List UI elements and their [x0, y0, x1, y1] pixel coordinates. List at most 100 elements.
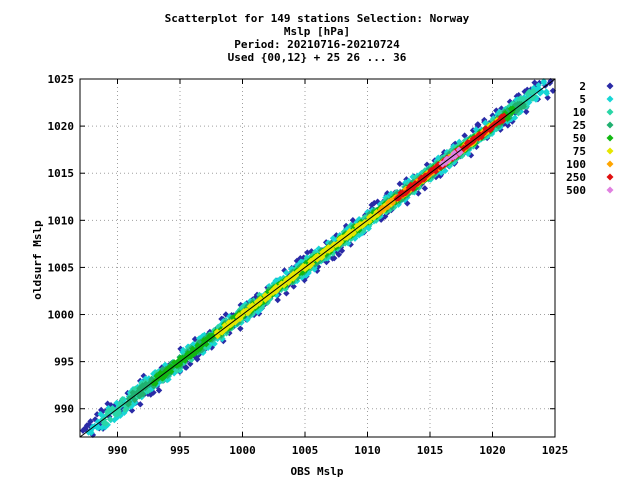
data-point-5: [511, 114, 519, 121]
data-point-2: [208, 344, 215, 351]
data-point-5: [387, 190, 395, 197]
data-point-25: [514, 100, 522, 108]
data-point-10: [174, 367, 181, 374]
data-point-25: [141, 383, 148, 390]
title-line-2: Mslp [hPa]: [284, 25, 350, 38]
data-point-10: [515, 110, 522, 117]
legend-label: 2: [579, 80, 586, 93]
x-tick-label: 1010: [354, 444, 381, 457]
y-tick-label: 1020: [48, 120, 75, 133]
data-point-5: [535, 82, 542, 89]
legend-marker: [606, 186, 614, 194]
axis-ticks: 990 995 1000 1005 1010 1015 1020 1025 990 995 1000…: [48, 73, 569, 457]
data-point-75: [292, 272, 300, 279]
data-point-5: [517, 108, 524, 116]
x-tick-label: 990: [108, 444, 128, 457]
y-tick-label: 1005: [48, 261, 75, 274]
data-point-10: [236, 306, 244, 313]
data-point-50: [507, 105, 515, 112]
x-tick-label: 1020: [479, 444, 506, 457]
data-point-10: [106, 416, 114, 423]
data-point-2: [475, 121, 482, 128]
data-point-5: [95, 423, 102, 431]
data-point-75: [344, 230, 351, 237]
data-point-2: [283, 290, 290, 297]
y-tick-label: 995: [54, 356, 74, 369]
data-point-75: [256, 296, 263, 303]
data-point-75: [370, 214, 377, 221]
data-point-5: [311, 266, 318, 273]
data-point-10: [100, 420, 108, 427]
data-point-2: [331, 254, 338, 262]
data-point-2: [237, 325, 244, 332]
data-point-2: [222, 311, 230, 318]
data-point-75: [224, 323, 231, 331]
legend-marker: [606, 108, 614, 116]
x-tick-label: 995: [170, 444, 190, 457]
data-point-25: [136, 393, 143, 400]
data-point-5: [283, 269, 290, 276]
legend-label: 75: [573, 145, 586, 158]
data-point-2: [544, 94, 551, 101]
data-point-2: [335, 251, 343, 258]
data-point-5: [540, 79, 548, 87]
legend-marker: [606, 82, 614, 90]
data-point-10: [121, 401, 128, 409]
legend-label: 250: [566, 171, 586, 184]
x-tick-label: 1025: [542, 444, 569, 457]
data-point-75: [220, 327, 228, 334]
data-point-5: [150, 370, 157, 378]
data-point-75: [236, 312, 243, 320]
x-axis-label: OBS Mslp: [291, 465, 344, 478]
data-point-10: [119, 396, 126, 403]
data-point-5: [536, 90, 544, 97]
data-point-2: [371, 199, 378, 207]
legend-marker: [606, 134, 614, 142]
data-point-2: [93, 411, 101, 418]
data-point-50: [194, 346, 202, 354]
data-point-10: [115, 409, 123, 417]
data-point-5: [533, 86, 540, 94]
y-tick-label: 1025: [48, 73, 75, 86]
data-point-75: [288, 272, 296, 280]
data-point-75: [252, 302, 259, 310]
data-point-2: [155, 387, 163, 394]
legend-label: 5: [579, 93, 586, 106]
data-point-2: [87, 418, 94, 425]
legend-label: 500: [566, 184, 586, 197]
data-point-2: [274, 296, 281, 304]
data-point-2: [461, 132, 468, 139]
legend-marker: [606, 160, 614, 168]
data-point-5: [442, 167, 449, 175]
y-tick-label: 1010: [48, 214, 75, 227]
data-point-10: [346, 223, 354, 230]
data-point-500: [442, 159, 450, 166]
data-point-100: [387, 198, 394, 205]
data-point-100: [376, 209, 384, 216]
x-tick-label: 1000: [229, 444, 256, 457]
data-point-25: [140, 390, 147, 398]
data-points: [79, 77, 557, 439]
legend-label: 25: [573, 119, 586, 132]
data-point-2: [187, 360, 194, 368]
y-tick-label: 1000: [48, 309, 75, 322]
data-point-2: [396, 180, 403, 188]
data-point-10: [121, 406, 129, 413]
data-point-250: [466, 139, 473, 146]
data-point-50: [504, 112, 512, 120]
data-point-2: [194, 356, 201, 363]
data-point-2: [469, 127, 477, 134]
y-axis-label: oldsurf Mslp: [31, 220, 44, 300]
data-point-50: [166, 367, 173, 375]
data-point-250: [403, 189, 410, 196]
data-point-250: [430, 165, 438, 172]
legend-label: 100: [566, 158, 586, 171]
data-point-75: [225, 319, 232, 326]
legend-label: 50: [573, 132, 586, 145]
data-point-50: [174, 362, 181, 369]
data-point-75: [356, 223, 364, 230]
data-point-75: [328, 245, 336, 253]
data-point-10: [105, 407, 112, 414]
